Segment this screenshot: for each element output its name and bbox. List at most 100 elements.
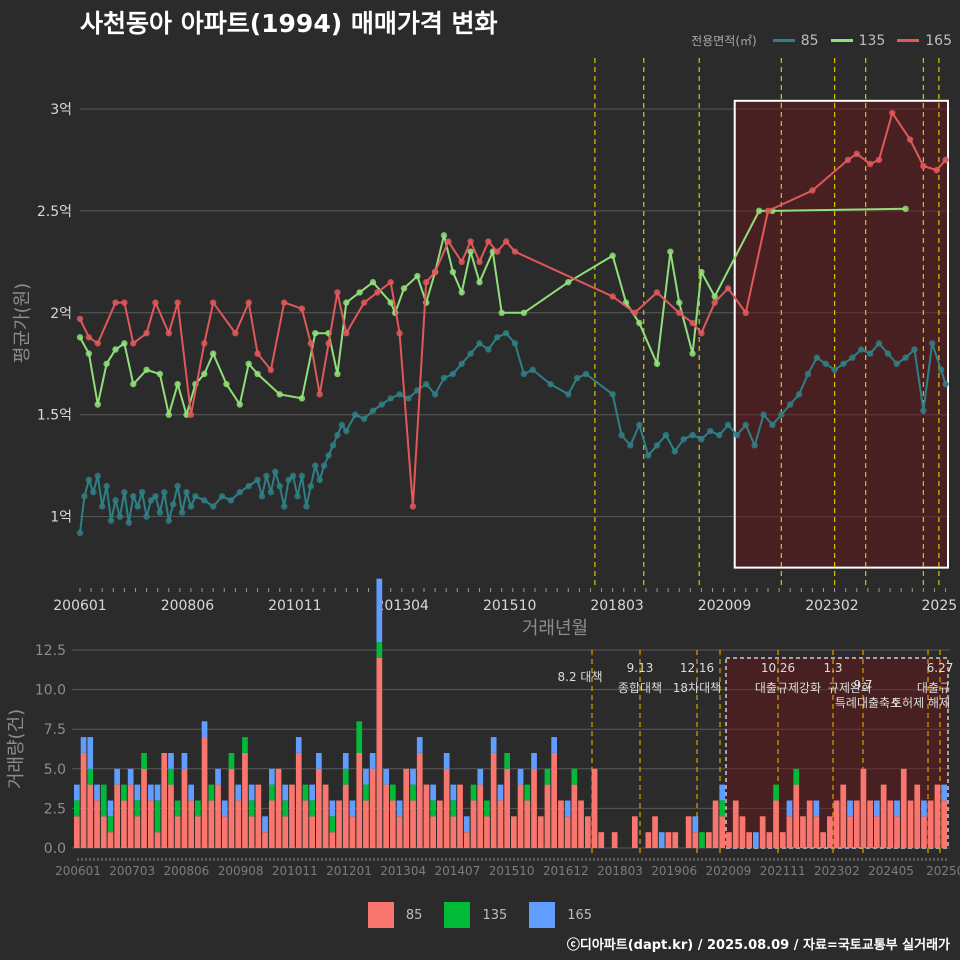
bar-135 — [107, 816, 114, 833]
legend-item-135: 135 — [830, 33, 885, 49]
data-point-85 — [769, 421, 776, 429]
data-point-85 — [609, 391, 616, 398]
data-point-85 — [653, 442, 661, 449]
data-point-85 — [116, 513, 124, 520]
bar-135 — [269, 784, 275, 801]
bar-165 — [87, 737, 94, 769]
bar-165 — [410, 768, 416, 785]
data-point-85 — [787, 401, 794, 408]
data-point-165 — [85, 334, 93, 341]
data-point-165 — [502, 238, 510, 245]
data-point-85 — [458, 360, 465, 367]
data-point-85 — [875, 340, 883, 347]
x-tick-label: 200601 — [53, 598, 106, 614]
data-point-85 — [822, 360, 829, 367]
bar-85 — [376, 657, 383, 848]
data-point-165 — [245, 299, 252, 306]
data-point-85 — [201, 497, 208, 504]
data-point-85 — [742, 421, 750, 429]
bar-x-tick-label: 201612 — [543, 864, 589, 878]
data-point-85 — [529, 366, 536, 374]
data-point-85 — [312, 462, 319, 469]
data-point-85 — [405, 395, 412, 402]
data-point-165 — [698, 329, 705, 337]
data-point-165 — [853, 150, 860, 158]
bar-legend-label-135: 135 — [482, 907, 508, 923]
bar-85 — [611, 832, 618, 848]
bar-135 — [699, 832, 705, 848]
data-point-85 — [520, 370, 528, 378]
data-point-85 — [325, 452, 332, 459]
data-point-85 — [307, 482, 315, 490]
data-point-85 — [156, 509, 164, 516]
bar-85 — [141, 768, 147, 848]
bar-135 — [430, 800, 436, 817]
data-point-165 — [360, 299, 368, 306]
bar-85 — [827, 816, 833, 848]
bar-85 — [309, 816, 315, 848]
bar-165 — [215, 768, 221, 785]
bar-85 — [840, 784, 847, 848]
data-point-135 — [334, 370, 341, 378]
bar-85 — [813, 816, 820, 848]
legend-top: 전용면적(㎡) 85 135 165 — [691, 32, 952, 49]
data-point-135 — [458, 289, 465, 296]
bar-85 — [235, 800, 242, 848]
bar-165 — [168, 753, 174, 769]
bar-135 — [302, 784, 309, 801]
bar-85 — [121, 800, 127, 848]
data-point-85 — [431, 391, 439, 398]
bar-85 — [900, 768, 907, 848]
bar-85 — [168, 784, 174, 848]
bar-85 — [887, 800, 894, 848]
bar-165 — [416, 737, 423, 753]
data-point-165 — [343, 329, 350, 337]
data-point-85 — [218, 493, 226, 500]
data-point-85 — [121, 488, 128, 496]
bar-165 — [847, 800, 853, 817]
data-point-135 — [103, 360, 110, 367]
data-point-165 — [165, 329, 172, 337]
annotation-date: 1.3 — [823, 661, 842, 675]
bar-85 — [329, 832, 336, 848]
data-point-85 — [298, 472, 306, 480]
data-point-165 — [267, 366, 275, 374]
bar-85 — [746, 832, 752, 848]
x-tick-label: 2025 — [922, 598, 958, 614]
bar-165 — [316, 753, 322, 769]
bar-135 — [154, 800, 161, 833]
bar-85 — [282, 816, 289, 848]
bar-85 — [921, 816, 927, 848]
bar-85 — [450, 816, 457, 848]
data-point-85 — [476, 340, 483, 347]
bar-135 — [450, 800, 457, 817]
annotation-label: 종합대책 — [618, 680, 662, 695]
bar-135 — [174, 800, 181, 817]
data-point-85 — [334, 431, 341, 439]
data-point-165 — [423, 279, 430, 286]
data-point-85 — [440, 374, 448, 382]
data-point-165 — [631, 309, 639, 317]
bar-85 — [356, 753, 363, 848]
data-point-85 — [707, 427, 714, 435]
bar-85 — [289, 784, 295, 848]
data-point-165 — [307, 340, 315, 347]
data-point-85 — [724, 421, 732, 429]
bar-165 — [517, 768, 524, 785]
data-point-135 — [653, 360, 661, 367]
bar-165 — [154, 784, 161, 801]
data-point-85 — [81, 493, 88, 500]
bar-165 — [551, 737, 557, 753]
bar-85 — [295, 753, 302, 848]
bar-85 — [773, 800, 779, 848]
bar-165 — [369, 753, 376, 769]
bar-85 — [457, 784, 463, 848]
data-point-85 — [582, 370, 590, 378]
bar-85 — [847, 816, 853, 848]
bar-165 — [463, 816, 470, 833]
data-point-85 — [733, 431, 741, 439]
bar-85 — [719, 816, 726, 848]
data-point-85 — [183, 488, 190, 496]
bar-85 — [87, 784, 94, 848]
data-point-85 — [125, 519, 133, 526]
